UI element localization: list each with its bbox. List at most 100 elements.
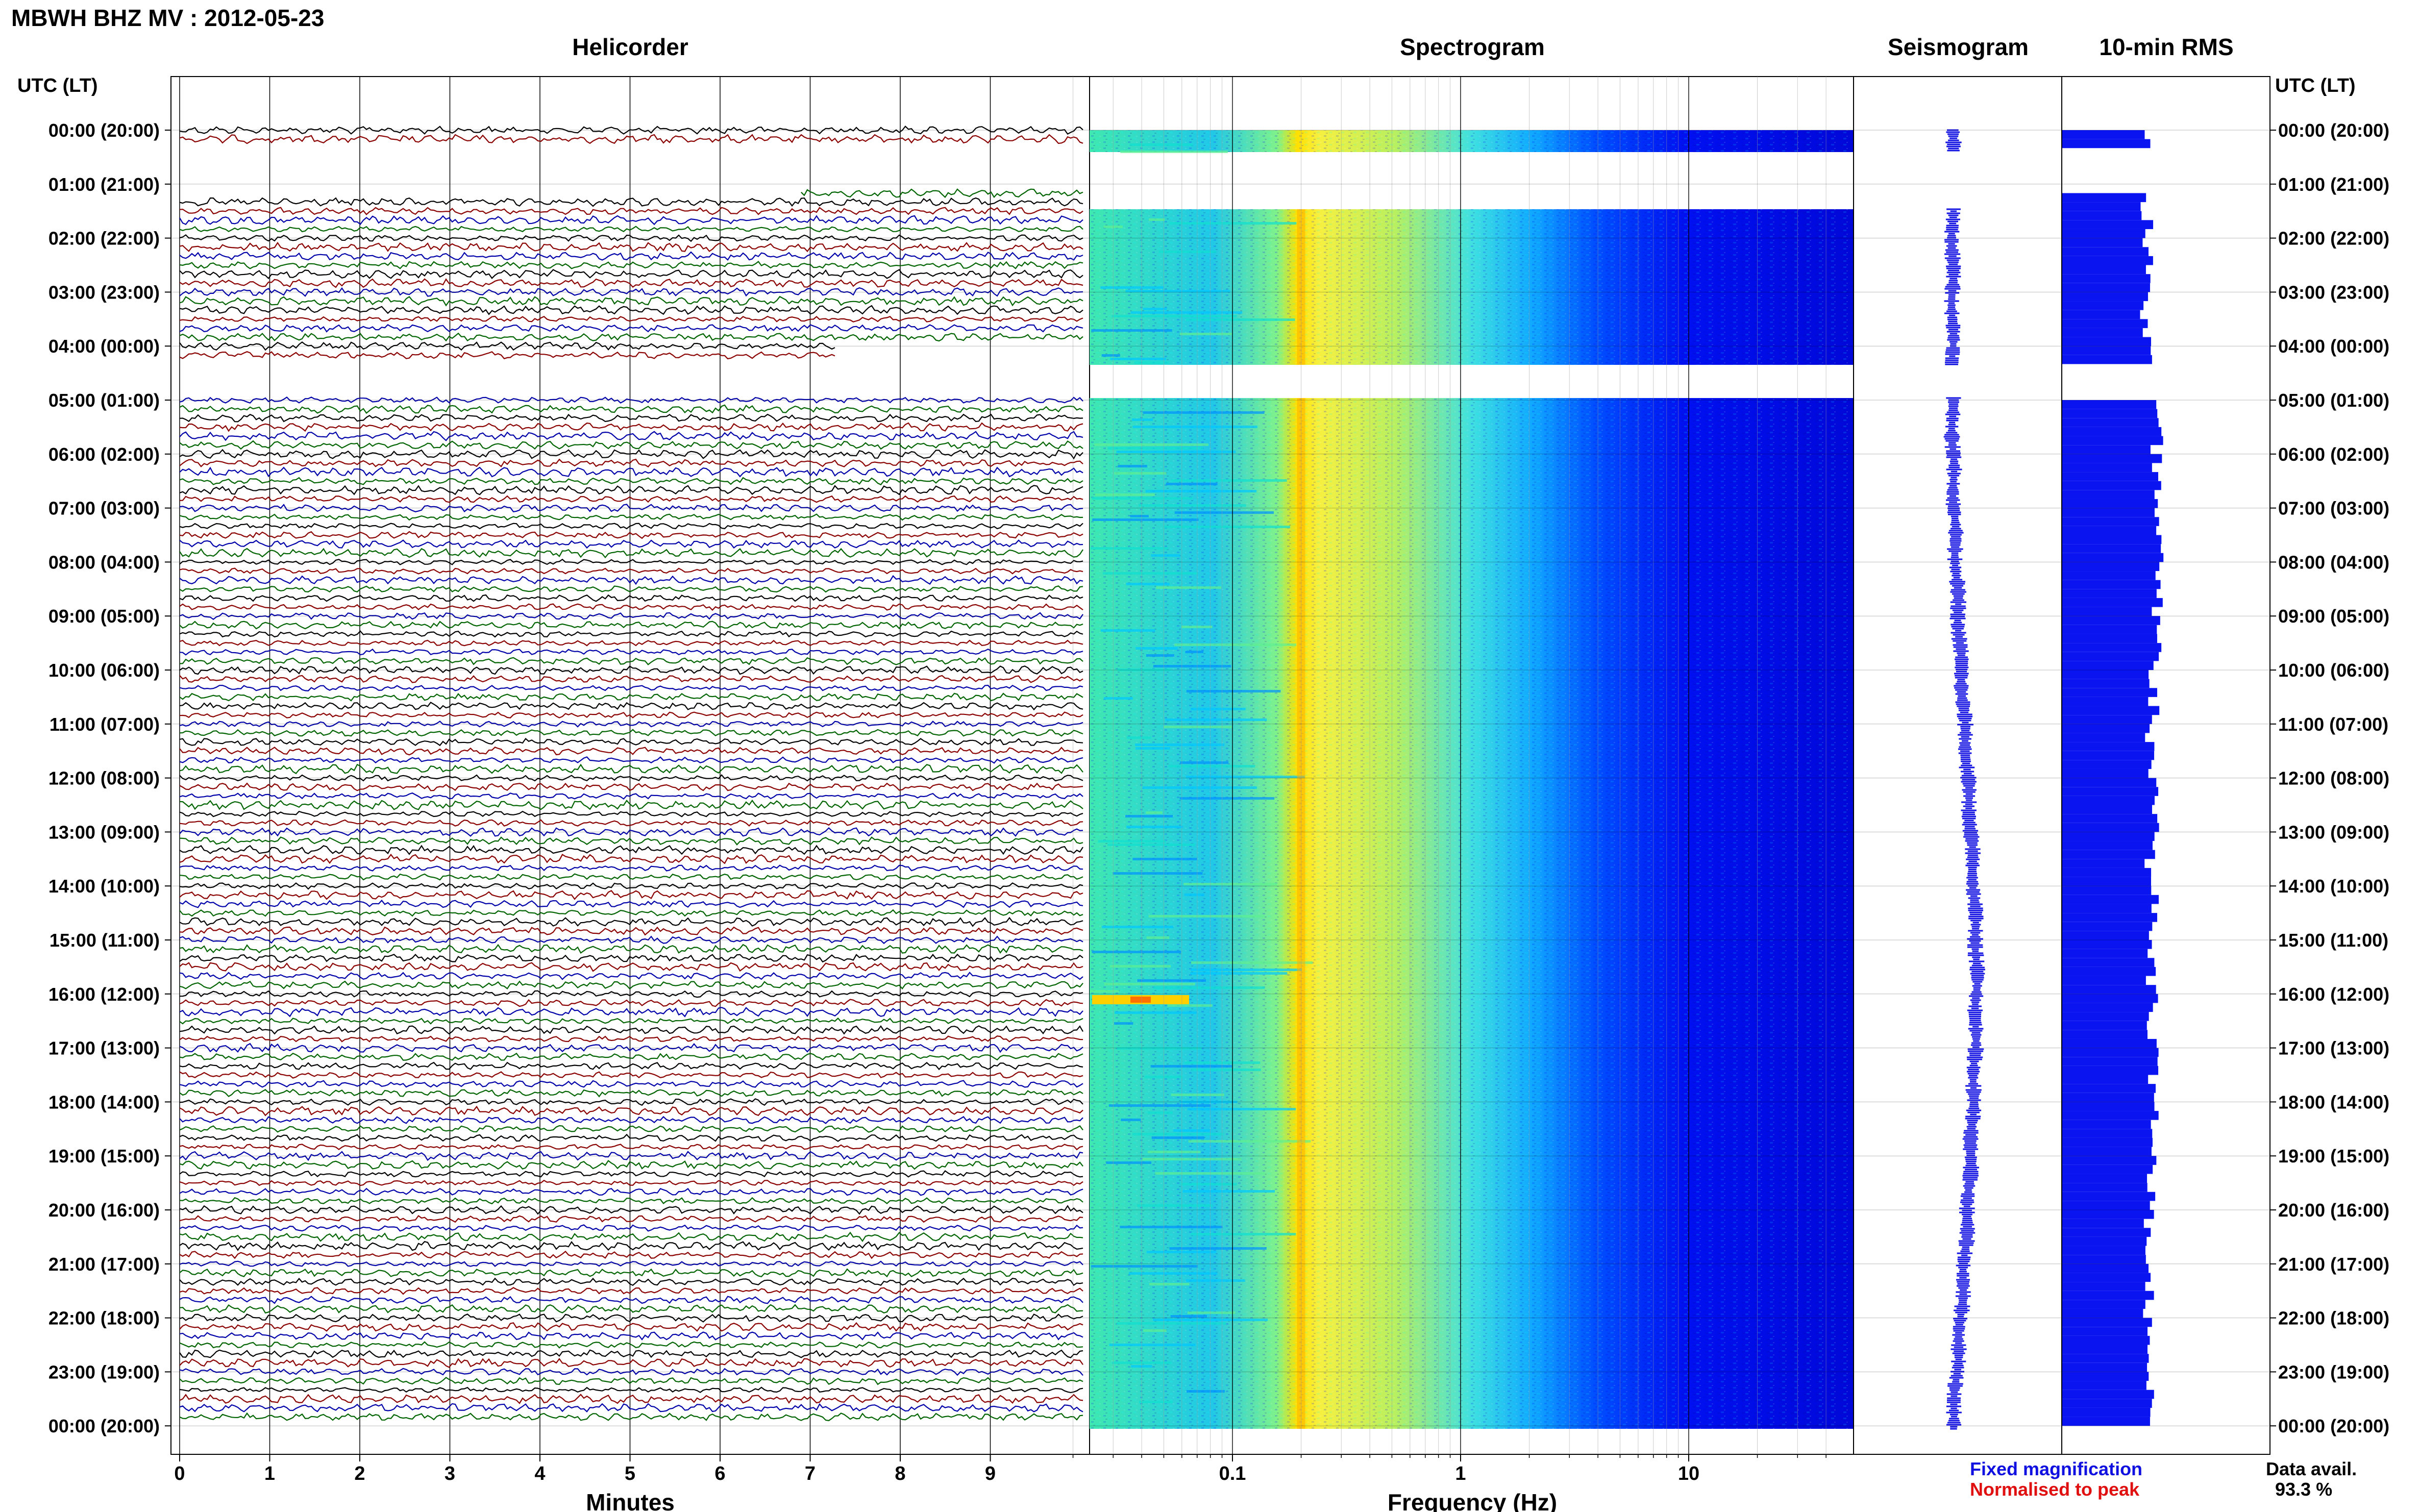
helicorder-xtick-label: 3 xyxy=(445,1463,455,1484)
rms-bar xyxy=(2062,535,2162,544)
spectrogram-streak xyxy=(1163,526,1290,528)
rms-bar xyxy=(2062,1300,2145,1309)
rms-bar xyxy=(2062,1003,2153,1012)
spectrogram-streak xyxy=(1132,426,1257,428)
rms-bar xyxy=(2062,1318,2152,1327)
helicorder-trace xyxy=(179,495,1083,503)
helicorder-trace xyxy=(179,1341,1083,1349)
spectrogram-streak xyxy=(1153,665,1231,667)
rms-bar xyxy=(2062,922,2153,931)
spectrogram-streak xyxy=(1110,358,1166,360)
time-tick-label-left: 17:00 (13:00) xyxy=(48,1038,160,1059)
rms-bar xyxy=(2062,427,2162,436)
helicorder-trace xyxy=(179,1296,1083,1304)
rms-bar xyxy=(2062,985,2156,994)
helicorder-trace xyxy=(179,477,1083,486)
helicorder-trace xyxy=(179,594,1083,602)
rms-bar xyxy=(2062,481,2161,490)
spectrogram-streak xyxy=(1136,647,1178,650)
rms-bar xyxy=(2062,418,2159,427)
rms-bar xyxy=(2062,544,2161,553)
helicorder-trace xyxy=(179,799,1083,810)
time-tick-label-right: 00:00 (20:00) xyxy=(2278,120,2389,141)
rms-bar xyxy=(2062,886,2152,895)
rms-bar xyxy=(2062,328,2143,337)
rms-bar xyxy=(2062,931,2149,940)
spectrogram-streak xyxy=(1186,318,1295,321)
helicorder-trace xyxy=(179,747,1083,756)
spectrogram-streak xyxy=(1129,143,1193,146)
spectrogram-streak xyxy=(1128,1272,1218,1275)
rms-bar xyxy=(2062,1362,2148,1372)
helicorder-xtick-label: 2 xyxy=(354,1463,365,1484)
spectrogram-xtick-label: 0.1 xyxy=(1219,1463,1246,1484)
rms-bar xyxy=(2062,670,2149,679)
helicorder-trace xyxy=(179,999,1083,1007)
helicorder-trace xyxy=(179,630,1083,638)
time-tick-label-left: 16:00 (12:00) xyxy=(48,984,160,1005)
rms-bar xyxy=(2062,751,2155,760)
spectrogram-panel xyxy=(1073,76,1854,1455)
helicorder-trace xyxy=(179,657,1083,665)
helicorder-trace xyxy=(179,1231,1083,1243)
helicorder-trace xyxy=(179,287,1083,297)
spectrogram-streak xyxy=(1190,972,1288,975)
helicorder-trace xyxy=(179,1322,1083,1332)
helicorder-trace xyxy=(179,953,1083,963)
helicorder-trace xyxy=(179,882,1083,890)
spectrogram-xtick-label: 1 xyxy=(1455,1463,1466,1484)
rms-bar xyxy=(2062,139,2151,148)
legend-fixed-magnification: Fixed magnification xyxy=(1970,1458,2143,1479)
spectrogram-streak xyxy=(1117,1047,1202,1050)
helicorder-trace xyxy=(179,1386,1083,1394)
spectrogram-streak xyxy=(1168,765,1255,767)
seismogram-trace xyxy=(1945,129,1962,152)
helicorder-trace xyxy=(179,916,1083,927)
rms-bar xyxy=(2062,589,2157,598)
helicorder-trace xyxy=(179,909,1083,917)
spectrogram-streak xyxy=(1158,251,1217,253)
time-axis-label-left: UTC (LT) xyxy=(17,75,98,96)
spectrogram-streak xyxy=(1143,1329,1167,1332)
rms-bar xyxy=(2062,1129,2153,1138)
helicorder-trace xyxy=(179,1125,1083,1133)
helicorder-trace xyxy=(179,665,1083,675)
spectrogram-streak xyxy=(1106,1161,1152,1164)
rms-bar xyxy=(2062,787,2159,796)
rms-bar xyxy=(2062,274,2151,283)
rms-bar xyxy=(2062,1390,2154,1399)
spectrogram-streak xyxy=(1147,1111,1173,1114)
rms-bar xyxy=(2062,1102,2155,1111)
time-tick-label-left: 14:00 (10:00) xyxy=(48,876,160,897)
spectrogram-streak xyxy=(1148,915,1264,918)
rms-bar xyxy=(2062,1075,2149,1084)
spectrogram-streak xyxy=(1173,1129,1210,1132)
rms-bar xyxy=(2062,1219,2144,1228)
spectrogram-streak xyxy=(1169,222,1297,225)
spectrogram-streak xyxy=(1107,447,1204,450)
rms-bar xyxy=(2062,877,2151,886)
rms-bar xyxy=(2062,652,2159,661)
rms-bar xyxy=(2062,1263,2149,1273)
helicorder-trace xyxy=(179,1098,1083,1106)
helicorder-trace xyxy=(179,819,1083,827)
helicorder-trace xyxy=(179,1133,1083,1142)
rms-bar xyxy=(2062,841,2153,850)
helicorder-trace xyxy=(179,269,1083,280)
helicorder-trace xyxy=(179,523,1083,530)
helicorder-trace xyxy=(179,585,1083,593)
rms-bar xyxy=(2062,850,2155,859)
rms-bar xyxy=(2062,1327,2148,1336)
spectrogram-streak xyxy=(1153,986,1265,989)
spectrogram-streak xyxy=(1135,743,1225,746)
helicorder-trace xyxy=(179,782,1083,791)
helicorder-xtick-label: 5 xyxy=(625,1463,635,1484)
spectrogram-streak xyxy=(1142,786,1257,789)
spectrogram-streak xyxy=(1120,1226,1223,1228)
helicorder-trace xyxy=(179,763,1083,775)
spectrogram-streak xyxy=(1186,776,1305,778)
spectrogram-streak xyxy=(1114,472,1167,475)
spectrogram-streak xyxy=(1101,354,1120,357)
helicorder-trace xyxy=(179,575,1083,585)
helicorder-trace xyxy=(179,1007,1083,1018)
